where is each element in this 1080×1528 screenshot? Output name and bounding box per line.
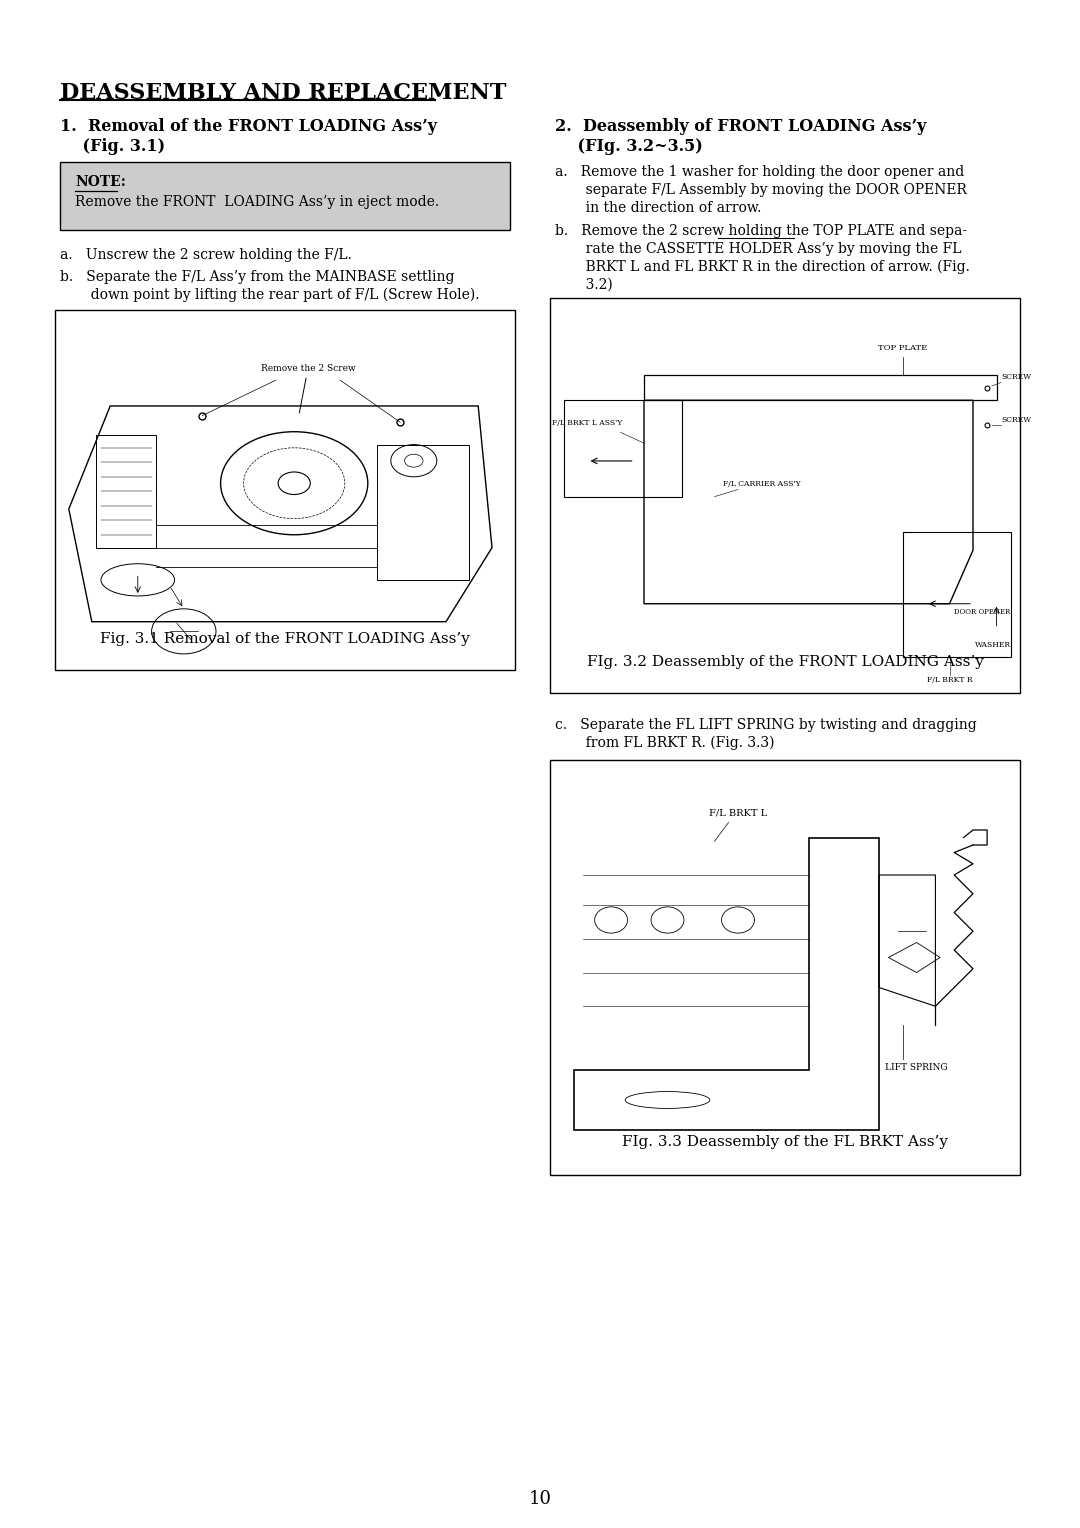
Text: (FIg. 3.2~3.5): (FIg. 3.2~3.5) (555, 138, 703, 154)
Text: BRKT L and FL BRKT R in the direction of arrow. (Fig.: BRKT L and FL BRKT R in the direction of… (555, 260, 970, 275)
Text: WASHER: WASHER (974, 640, 1011, 648)
Text: 1.  Removal of the FRONT LOADING Ass’y: 1. Removal of the FRONT LOADING Ass’y (60, 118, 437, 134)
Text: F/L BRKT R: F/L BRKT R (927, 677, 972, 685)
Bar (60, 162, 510, 231)
Text: rate the CASSETTE HOLDER Ass’y by moving the FL: rate the CASSETTE HOLDER Ass’y by moving… (555, 241, 961, 257)
Text: DOOR OPENER: DOOR OPENER (955, 608, 1011, 616)
Text: FIg. 3.3 Deassembly of the FL BRKT Ass’y: FIg. 3.3 Deassembly of the FL BRKT Ass’y (622, 1135, 948, 1149)
Text: in the direction of arrow.: in the direction of arrow. (555, 202, 761, 215)
Text: 2.  Deassembly of FRONT LOADING Ass’y: 2. Deassembly of FRONT LOADING Ass’y (555, 118, 927, 134)
Bar (644, 376, 997, 400)
Text: from FL BRKT R. (Fig. 3.3): from FL BRKT R. (Fig. 3.3) (555, 736, 774, 750)
Bar (96, 435, 157, 547)
Text: b.   Separate the F/L Ass’y from the MAINBASE settling: b. Separate the F/L Ass’y from the MAINB… (60, 270, 455, 284)
Text: 10: 10 (528, 1490, 552, 1508)
Text: b.   Remove the 2 screw holding the TOP PLATE and sepa-: b. Remove the 2 screw holding the TOP PL… (555, 225, 967, 238)
Text: FIg. 3.2 Deassembly of the FRONT LOADING Ass’y: FIg. 3.2 Deassembly of the FRONT LOADING… (586, 656, 984, 669)
Text: (Fig. 3.1): (Fig. 3.1) (60, 138, 165, 154)
Text: c.   Separate the FL LIFT SPRING by twisting and dragging: c. Separate the FL LIFT SPRING by twisti… (555, 718, 976, 732)
Text: NOTE:: NOTE: (75, 176, 126, 189)
Text: SCREW: SCREW (1001, 373, 1031, 380)
Text: a.   Unscrew the 2 screw holding the F/L.: a. Unscrew the 2 screw holding the F/L. (60, 248, 352, 261)
Text: TOP PLATE: TOP PLATE (878, 344, 927, 353)
Text: 3.2): 3.2) (555, 278, 612, 292)
Bar (55, 310, 515, 669)
Bar (377, 445, 469, 579)
Text: Remove the FRONT  LOADING Ass’y in eject mode.: Remove the FRONT LOADING Ass’y in eject … (75, 196, 440, 209)
Text: LIFT SPRING: LIFT SPRING (886, 1063, 948, 1073)
Bar (550, 298, 1020, 694)
Text: separate F/L Assembly by moving the DOOR OPENER: separate F/L Assembly by moving the DOOR… (555, 183, 967, 197)
Text: a.   Remove the 1 washer for holding the door opener and: a. Remove the 1 washer for holding the d… (555, 165, 964, 179)
Text: F/L CARRIER ASS'Y: F/L CARRIER ASS'Y (723, 480, 800, 487)
Text: F/L BRKT L ASS'Y: F/L BRKT L ASS'Y (552, 419, 622, 428)
Text: SCREW: SCREW (1001, 416, 1031, 423)
Text: Fig. 3.1 Removal of the FRONT LOADING Ass’y: Fig. 3.1 Removal of the FRONT LOADING As… (100, 633, 470, 646)
Text: F/L BRKT L: F/L BRKT L (708, 808, 767, 817)
Bar (550, 759, 1020, 1175)
Text: Remove the 2 Screw: Remove the 2 Screw (260, 364, 355, 413)
Text: down point by lifting the rear part of F/L (Screw Hole).: down point by lifting the rear part of F… (60, 287, 480, 303)
Text: DEASSEMBLY AND REPLACEMENT: DEASSEMBLY AND REPLACEMENT (60, 83, 507, 104)
